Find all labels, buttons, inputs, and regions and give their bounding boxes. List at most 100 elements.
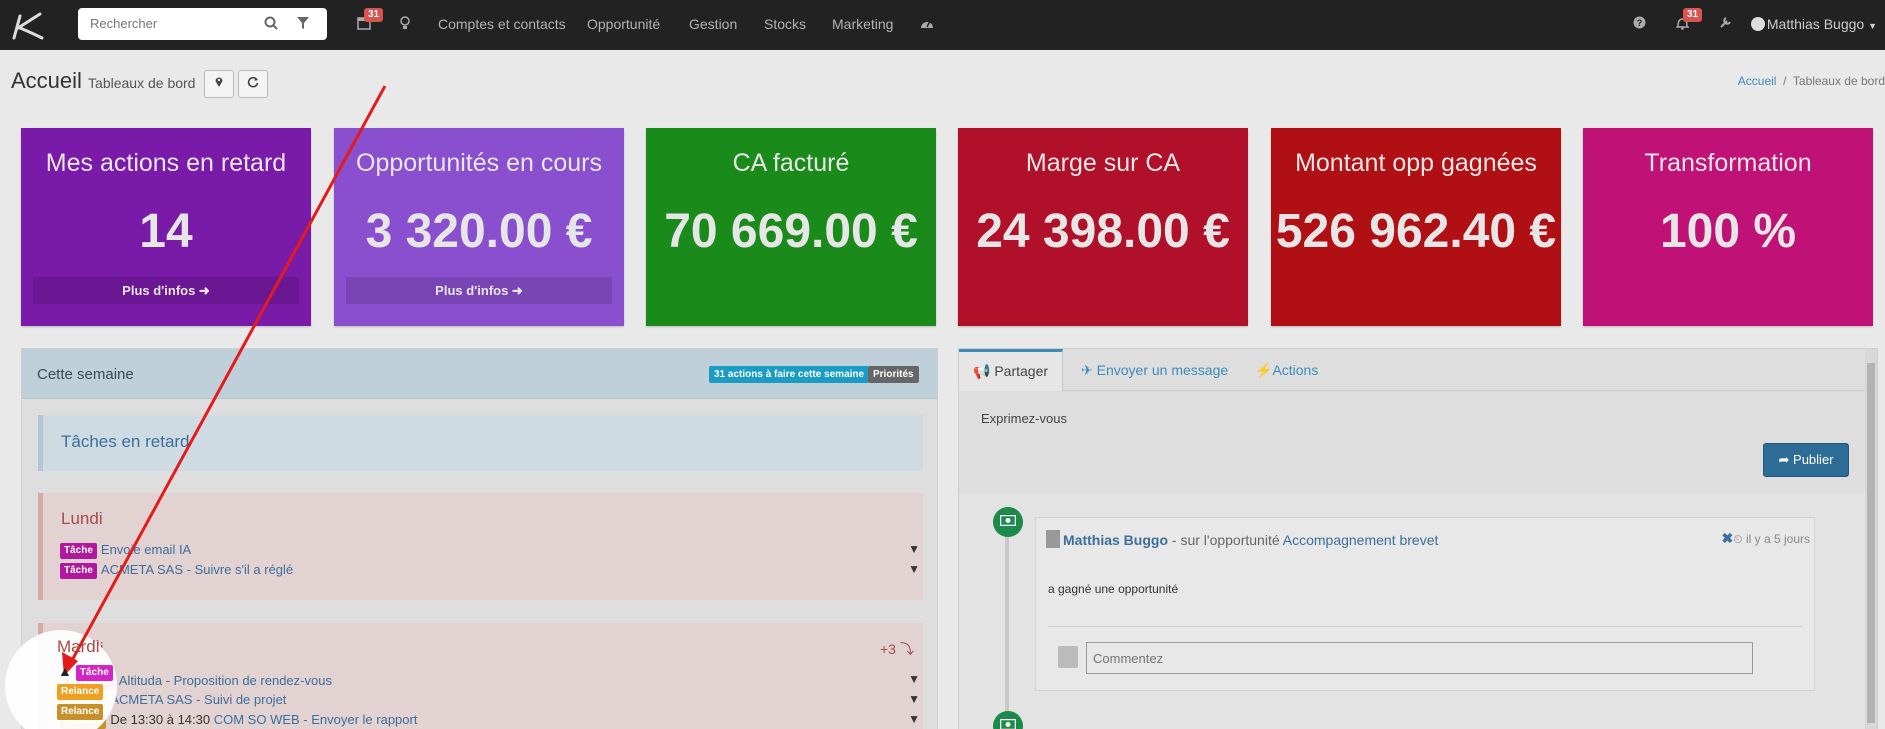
warning-icon: ▲ [58,663,72,679]
app-logo[interactable] [8,8,48,42]
nav-link-comptes[interactable]: Comptes et contacts [438,16,566,32]
filter-icon[interactable] [295,16,311,32]
notification-badge: 31 [1683,8,1703,22]
breadcrumb: Accueil / Tableaux de bord [1738,74,1885,88]
task-tag: Tâche [60,563,97,579]
search-icon[interactable] [263,16,279,32]
list-item[interactable]: Tâche ACMETA SAS - Suivre s'il a réglé ▼ [60,562,920,580]
wrench-icon[interactable] [1719,16,1732,32]
stat-title: Transformation [1644,149,1812,177]
money-icon [993,507,1023,537]
late-tasks-title[interactable]: Tâches en retard [61,432,190,451]
task-tag: Tâche [60,543,97,559]
more-info-link[interactable]: Plus d'infos ➜ [33,277,299,304]
caret-down-icon: ▼ [1868,21,1877,31]
highlighted-day-title: Mardi [57,637,100,656]
author-link[interactable]: Matthias Buggo [1063,532,1168,548]
refresh-button[interactable] [238,70,268,98]
nav-link-opportunite[interactable]: Opportunité [587,16,661,32]
stat-box-actions-retard: Mes actions en retard 14 Plus d'infos ➜ [21,128,311,326]
bolt-icon: ⚡ [1255,362,1273,378]
chevron-down-icon[interactable]: ▼ [908,672,920,686]
paper-plane-icon: ✈ [1081,362,1093,378]
task-link[interactable]: ACMETA SAS - Suivre s'il a réglé [100,562,294,577]
monday-block: Lundi Tâche Envoie email IA ▼ Tâche ACMETA… [38,493,923,600]
money-icon [993,711,1023,729]
more-info-link[interactable]: Plus d'infos ➜ [346,277,612,304]
stat-title: Mes actions en retard [45,149,287,177]
relance-tag: Relance [57,704,104,720]
activity-body: a gagné une opportunité [1048,582,1179,596]
breadcrumb-home-link[interactable]: Accueil [1737,74,1777,88]
stat-value: 24 398.00 € [976,205,1230,258]
late-tasks-block: Tâches en retard [38,415,923,471]
task-link[interactable]: Altituda - Proposition de rendez-vous [118,673,332,688]
scrollbar-thumb[interactable] [1867,363,1875,723]
chevron-down-icon[interactable]: ▼ [908,562,920,576]
tab-envoyer-message[interactable]: ✈ Envoyer un message [1067,349,1242,391]
task-link[interactable]: Envoie email IA [100,542,192,557]
share-icon: ➦ [1778,452,1790,467]
chevron-down-icon[interactable]: ▼ [908,542,920,556]
more-tasks-count[interactable]: +3 ⤵ [880,641,914,657]
comment-input[interactable] [1086,642,1753,674]
social-panel: 📢 Partager ✈ Envoyer un message ⚡Actions… [958,348,1878,729]
user-menu[interactable]: Matthias Buggo ▼ [1750,16,1877,35]
monday-title: Lundi [61,509,103,528]
priorities-badge[interactable]: Priorités [868,366,919,383]
task-link[interactable]: ACMETA SAS - Suivi de projet [110,692,287,707]
chevron-down-icon[interactable]: ▼ [908,692,920,706]
breadcrumb-current: Tableaux de bord [1792,74,1885,88]
nav-link-marketing[interactable]: Marketing [832,16,894,32]
avatar [1046,530,1060,548]
task-link[interactable]: COM SO WEB - Envoyer le rapport [213,712,418,727]
search-input[interactable] [90,16,260,31]
chevron-down-icon[interactable]: ▼ [908,712,920,726]
nav-link-gestion[interactable]: Gestion [689,16,738,32]
scrollbar[interactable] [1865,349,1877,729]
list-item[interactable]: RelanceACMETA SAS - Suivi de projet ▼ [60,692,920,710]
actions-count-badge[interactable]: 31 actions à faire cette semaine [709,366,870,383]
activity-middle: - sur l'opportunité [1171,532,1280,548]
stat-box-transformation: Transformation 100 % [1583,128,1873,326]
week-panel-title: Cette semaine [37,366,134,383]
timeline-line [1005,524,1009,729]
publish-button[interactable]: ➦ Publier [1763,443,1849,477]
stat-title: Opportunités en cours [356,149,602,177]
stat-title: Marge sur CA [1025,149,1181,177]
highlighted-row: Relance [57,683,107,701]
page-title: Accueil Tableaux de bord [11,68,195,94]
bullhorn-icon: 📢 [973,363,991,379]
task-time: De 13:30 à 14:30 [110,712,211,727]
tab-label: Partager [994,363,1049,379]
stat-title: Montant opp gagnées [1295,149,1537,177]
tab-actions[interactable]: ⚡Actions [1241,349,1332,391]
stat-box-opportunites: Opportunités en cours 3 320.00 € Plus d'… [334,128,624,326]
list-item[interactable]: ▲TâcheAltituda - Proposition de rendez-v… [60,672,920,690]
breadcrumb-separator: / [1783,74,1787,88]
tuesday-block: Mardi +3 ⤵ ▲TâcheAltituda - Proposition … [38,623,923,729]
list-item[interactable]: Tâche Envoie email IA ▼ [60,542,920,560]
avatar [1750,17,1765,31]
stat-value: 14 [139,205,193,258]
express-prompt[interactable]: Exprimez-vous [981,411,1067,426]
tab-partager[interactable]: 📢 Partager [959,349,1064,391]
relance-tag: Relance [57,684,104,700]
lightbulb-icon[interactable] [400,16,410,33]
stat-value: 100 % [1659,205,1797,258]
week-panel: Cette semaine 31 actions à faire cette s… [21,348,938,729]
nav-link-stocks[interactable]: Stocks [764,16,807,32]
pin-button[interactable] [204,70,234,98]
opportunity-link[interactable]: Accompagnement brevet [1282,532,1439,548]
search-box [78,8,327,40]
help-icon[interactable]: ? [1633,16,1646,32]
tab-label: Actions [1272,362,1319,378]
list-item[interactable]: RelanceDe 13:30 à 14:30 COM SO WEB - Env… [60,712,920,729]
close-icon[interactable]: ✖ [1721,530,1734,546]
stat-value: 3 320.00 € [365,205,593,258]
page-title-text: Accueil [11,68,82,93]
week-panel-header: Cette semaine 31 actions à faire cette s… [22,349,937,399]
refresh-icon [247,76,259,88]
dashboard-icon[interactable] [920,16,934,32]
publish-label: Publier [1793,452,1834,467]
